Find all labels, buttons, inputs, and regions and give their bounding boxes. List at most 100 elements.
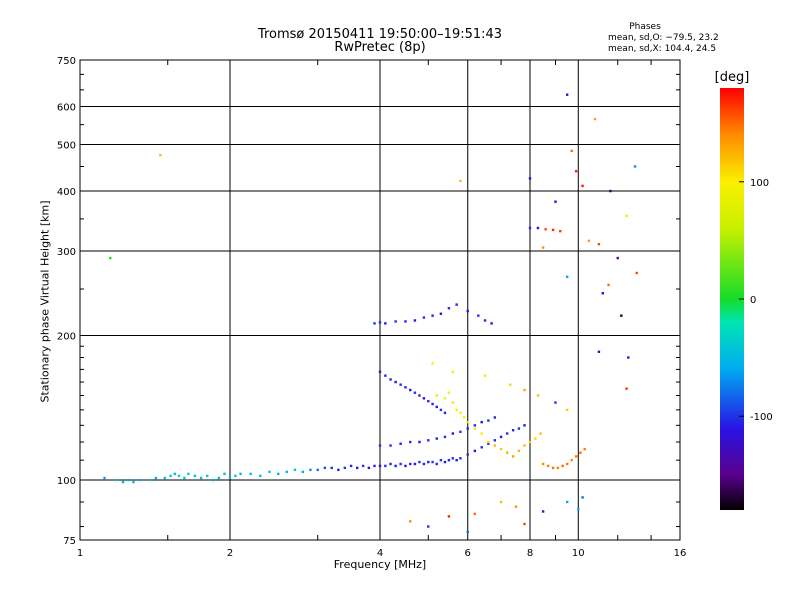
data-point xyxy=(367,466,371,470)
data-point xyxy=(551,466,555,470)
data-point xyxy=(343,466,347,470)
data-point xyxy=(620,314,623,317)
data-point xyxy=(103,476,106,480)
data-point xyxy=(473,427,477,430)
data-point xyxy=(447,391,451,394)
data-point xyxy=(455,303,458,306)
data-point xyxy=(169,474,172,478)
data-point xyxy=(285,470,288,474)
data-point xyxy=(597,350,601,353)
y-axis-label: Stationary phase Virtual Height [km] xyxy=(38,200,52,403)
data-point xyxy=(477,314,480,317)
data-point xyxy=(505,432,509,435)
data-point xyxy=(447,307,451,310)
data-point xyxy=(601,292,605,295)
data-point xyxy=(427,460,430,464)
data-point xyxy=(394,464,397,468)
colorbar-tick-label: 0 xyxy=(750,295,756,306)
annotation-line-1: mean, sd,O: −79.5, 23.2 xyxy=(608,33,719,43)
data-point xyxy=(466,530,469,534)
data-point xyxy=(593,117,597,121)
data-point xyxy=(293,468,297,472)
data-point xyxy=(455,458,458,462)
data-point xyxy=(462,416,466,419)
data-point xyxy=(517,427,521,430)
data-point xyxy=(394,320,397,323)
data-point xyxy=(413,391,417,394)
data-point xyxy=(154,476,158,480)
data-point xyxy=(597,242,601,246)
y-tick-label: 300 xyxy=(57,247,76,258)
annotation-heading: Phases xyxy=(629,22,661,32)
data-point xyxy=(316,468,319,472)
data-point xyxy=(609,189,612,193)
data-point xyxy=(451,432,455,435)
colorbar-tick-label: 100 xyxy=(750,178,769,189)
chart-subtitle: RwPretec (8p) xyxy=(334,40,426,55)
data-point xyxy=(443,435,447,439)
data-point xyxy=(373,464,376,468)
data-point xyxy=(217,476,221,480)
data-point xyxy=(355,466,359,470)
data-point xyxy=(587,239,591,243)
data-point xyxy=(511,455,515,458)
data-point xyxy=(528,440,532,444)
x-tick-label: 4 xyxy=(377,548,383,559)
data-point xyxy=(409,440,412,444)
annotation-line-2: mean, sd,X: 104.4, 24.5 xyxy=(608,44,717,54)
data-point xyxy=(418,440,421,444)
x-tick-label: 1 xyxy=(77,548,83,559)
data-point xyxy=(459,179,462,183)
data-point xyxy=(625,214,628,218)
data-point xyxy=(581,496,584,499)
x-tick-label: 8 xyxy=(527,548,533,559)
data-point xyxy=(514,505,518,508)
data-point xyxy=(480,446,483,449)
data-point xyxy=(559,229,562,233)
data-point xyxy=(404,386,407,389)
data-point xyxy=(455,408,458,412)
data-point xyxy=(447,515,451,518)
data-point xyxy=(493,439,497,442)
data-point xyxy=(439,312,443,315)
plot-area: 1 2 4 6 8 10 16 75 100 200 300 400 500 600 750 xyxy=(57,56,686,559)
data-point xyxy=(473,449,477,453)
data-point xyxy=(384,464,387,468)
data-point xyxy=(435,405,438,409)
data-point xyxy=(435,437,438,440)
y-tick-label: 600 xyxy=(57,103,76,114)
data-point xyxy=(480,420,483,424)
data-point xyxy=(534,437,537,440)
data-point xyxy=(556,466,560,470)
data-point xyxy=(508,383,512,386)
data-point xyxy=(187,472,190,476)
data-point xyxy=(259,474,262,478)
data-point xyxy=(399,462,402,466)
data-point xyxy=(301,470,305,474)
data-point xyxy=(459,430,462,434)
data-point xyxy=(173,472,177,476)
data-point xyxy=(409,520,412,523)
data-point xyxy=(541,462,545,466)
data-point xyxy=(404,320,407,323)
data-point xyxy=(499,447,503,451)
data-point xyxy=(439,458,443,462)
data-point xyxy=(211,478,215,482)
data-point xyxy=(493,444,497,447)
data-point xyxy=(422,316,426,319)
data-point xyxy=(409,462,412,466)
data-point xyxy=(565,408,569,412)
data-point xyxy=(394,380,397,384)
data-point xyxy=(439,408,443,412)
x-axis-label: Frequency [MHz] xyxy=(333,558,427,571)
data-point xyxy=(223,472,226,476)
data-point xyxy=(378,444,382,447)
data-point xyxy=(466,420,469,424)
data-point xyxy=(323,466,327,470)
data-point xyxy=(536,394,540,397)
data-point xyxy=(277,472,280,476)
data-point xyxy=(418,394,421,397)
data-point xyxy=(427,439,430,442)
data-point xyxy=(499,435,503,439)
data-point xyxy=(249,472,252,476)
